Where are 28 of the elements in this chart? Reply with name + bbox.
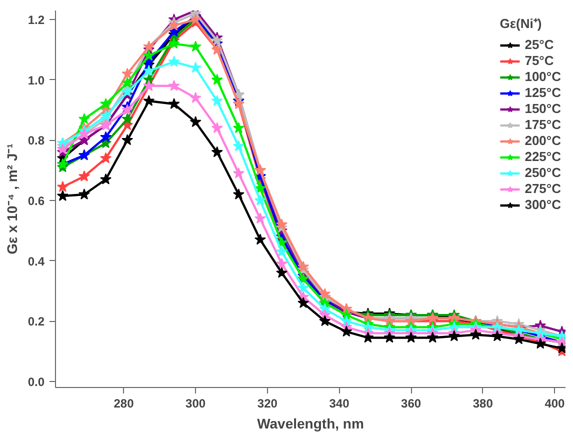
legend-label: 100°C — [524, 69, 561, 84]
legend-label: 150°C — [524, 101, 561, 116]
x-axis-title: Wavelength, nm — [257, 416, 364, 432]
x-tick-label: 320 — [257, 396, 278, 410]
legend-label: 250°C — [524, 165, 561, 180]
y-tick-label: 0.8 — [28, 134, 45, 148]
x-tick-label: 380 — [472, 396, 494, 410]
legend-label: 75°C — [524, 53, 554, 68]
x-tick-label: 340 — [329, 396, 350, 410]
y-tick-label: 1.2 — [28, 13, 45, 28]
y-tick-label: 1.0 — [28, 73, 45, 88]
x-tick-label: 280 — [114, 396, 134, 410]
legend-label: 25°C — [524, 37, 554, 52]
legend-label: 275°C — [524, 181, 561, 196]
x-tick-label: 300 — [186, 396, 206, 410]
y-tick-label: 0.6 — [28, 194, 45, 208]
x-tick-label: 360 — [401, 396, 422, 410]
legend-label: 225°C — [524, 149, 561, 164]
legend-label: 300°C — [524, 197, 561, 212]
legend-title: Gε(Ni⁺) — [500, 15, 543, 32]
y-tick-label: 0.2 — [28, 314, 45, 329]
legend-label: 200°C — [524, 133, 561, 148]
y-tick-label: 0.0 — [28, 374, 45, 389]
legend-label: 125°C — [524, 85, 561, 100]
legend-label: 175°C — [524, 117, 561, 132]
y-axis-title: Gε x 10⁻⁴ , m² J⁻¹ — [4, 143, 20, 254]
y-tick-label: 0.4 — [28, 254, 45, 268]
x-tick-label: 400 — [544, 396, 566, 410]
